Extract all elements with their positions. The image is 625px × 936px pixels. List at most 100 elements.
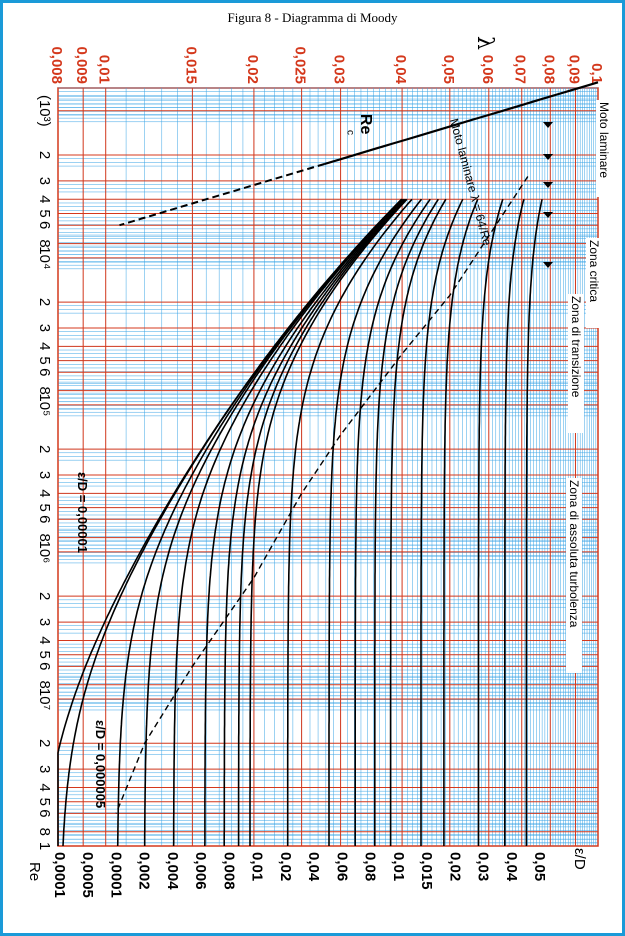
re-tick-label: 3 — [36, 618, 53, 626]
zone-markers — [543, 122, 553, 268]
roughness-curve — [328, 198, 423, 846]
turbulent-zone-label: Zona di assoluta turbolenza — [566, 478, 582, 673]
roughness-curves — [57, 198, 543, 847]
rec-label: Re — [357, 114, 374, 135]
lambda-tick-label: 0,009 — [73, 46, 90, 84]
re-tick-label: 4 — [36, 342, 53, 350]
chart-title: Figura 8 - Diagramma di Moody — [227, 10, 398, 25]
re-tick-label: 8 — [36, 239, 53, 247]
lambda-tick-label: 0,08 — [540, 55, 557, 84]
roughness-tick-label: 0,04 — [503, 852, 520, 882]
re-tick-label: 5 — [36, 651, 53, 659]
roughness-tick-label: 0,008 — [220, 852, 237, 890]
roughness-tick-label: 0,02 — [277, 852, 294, 881]
roughness-curve — [389, 198, 447, 846]
re-tick-label: 5 — [36, 503, 53, 511]
re-tick-label: 10⁵ — [36, 393, 53, 416]
roughness-curve — [374, 198, 439, 846]
lambda-axis-label: λ — [472, 36, 497, 50]
roughness-curve — [354, 198, 431, 846]
roughness-curve — [204, 198, 405, 847]
re-tick-label: 4 — [36, 636, 53, 644]
roughness-tick-label: 0,002 — [136, 852, 153, 890]
roughness-tick-label: 0,01 — [249, 852, 266, 881]
roughness-tick-label: 0,01 — [390, 852, 407, 881]
roughness-curve — [477, 199, 504, 846]
roughness-curve — [223, 198, 406, 846]
lambda-tick-label: 0,09 — [565, 55, 582, 84]
re-tick-label: 10⁶ — [36, 540, 53, 563]
laminar-line — [324, 81, 599, 166]
zone-arrow — [543, 122, 553, 128]
re-tick-label: 2 — [36, 298, 53, 306]
transition-zone-label-bg — [568, 294, 584, 433]
re-tick-label: 5 — [36, 798, 53, 806]
roughness-curve — [443, 198, 479, 846]
roughness-curve — [420, 198, 464, 846]
roughness-curve — [525, 199, 543, 846]
roughness-curve — [249, 198, 408, 846]
roughness-curve — [57, 198, 403, 846]
re-tick-label: 3 — [36, 471, 53, 479]
laminar-zone-label-bg — [596, 100, 612, 197]
re-tick-label: 5 — [36, 209, 53, 217]
re-tick-label: 2 — [36, 151, 53, 159]
turbulent-zone-label-text: Zona di assoluta turbolenza — [567, 480, 581, 628]
laminar-extension — [119, 163, 325, 227]
re-tick-label: 6 — [36, 809, 53, 817]
roughness-tick-label: 0,006 — [192, 852, 209, 890]
laminar-zone-label: Moto laminare — [596, 100, 612, 197]
roughness-tick-label: 0,015 — [418, 852, 435, 890]
lambda-tick-label: 0,015 — [182, 46, 199, 84]
re-tick-label: 4 — [36, 489, 53, 497]
re-tick-labels: (10³)23456810⁴23456810⁵23456810⁶23456810… — [36, 95, 53, 850]
roughness-tick-label: 0,06 — [333, 852, 350, 881]
re-tick-label: 3 — [36, 177, 53, 185]
rec-subscript: c — [345, 130, 356, 135]
re-tick-label: 1 — [36, 842, 53, 850]
re-tick-label: (10³) — [36, 95, 53, 127]
roughness-curve — [237, 198, 407, 846]
critical-zone-label-bg — [586, 238, 602, 328]
roughness-tick-label: 0,02 — [446, 852, 463, 881]
roughness-axis-label: ε/D — [571, 848, 588, 870]
re-tick-label: 6 — [36, 662, 53, 670]
transition-zone-label-text: Zona di transizione — [569, 296, 583, 398]
roughness-tick-label: 0,05 — [531, 852, 548, 881]
laminar-zone-label-text: Moto laminare — [597, 102, 611, 178]
re-tick-label: 6 — [36, 515, 53, 523]
re-tick-label: 4 — [36, 783, 53, 791]
zone-arrow — [543, 212, 553, 218]
re-tick-label: 10⁴ — [36, 246, 53, 269]
re-tick-label: 2 — [36, 445, 53, 453]
lambda-tick-label: 0,05 — [440, 55, 457, 84]
roughness-tick-labels: 0,05 0,04 0,03 0,02 0,015 0,01 0,08 0,06 0,04 0,0… — [51, 852, 548, 898]
re-tick-label: 3 — [36, 765, 53, 773]
lambda-tick-label: 0,04 — [392, 55, 409, 85]
lambda-tick-label: 0,06 — [479, 55, 496, 84]
ed-label-1: ε/D = 0,00001 — [75, 472, 90, 553]
lambda-tick-label: 0,07 — [512, 55, 529, 84]
lambda-tick-labels: 0,008 0,009 0,01 0,015 0,02 0,025 0,03 0,04 0,05… — [48, 46, 605, 84]
re-axis-label: Re — [26, 862, 43, 881]
ed-label-2: ε/D = 0,000005 — [93, 720, 108, 808]
turbulence-boundary — [115, 176, 529, 814]
roughness-tick-label: 0,0005 — [79, 852, 96, 898]
transition-zone-label: Zona di transizione — [568, 294, 584, 433]
re-tick-label: 4 — [36, 195, 53, 203]
lambda-tick-label: 0,1 — [588, 63, 605, 84]
roughness-tick-label: 0,04 — [305, 852, 322, 882]
turbulent-zone-label-bg — [566, 478, 582, 673]
re-tick-label: 8 — [36, 828, 53, 836]
re-tick-label: 10⁷ — [36, 688, 53, 710]
roughness-tick-label: 0,0001 — [51, 852, 68, 898]
roughness-tick-label: 0,03 — [475, 852, 492, 881]
roughness-curve — [504, 199, 525, 846]
re-tick-label: 8 — [36, 681, 53, 689]
roughness-curve — [172, 198, 404, 847]
roughness-tick-label: 0,08 — [362, 852, 379, 881]
roughness-tick-label: 0,0001 — [107, 852, 124, 898]
zone-arrow — [543, 262, 553, 268]
re-tick-label: 2 — [36, 739, 53, 747]
